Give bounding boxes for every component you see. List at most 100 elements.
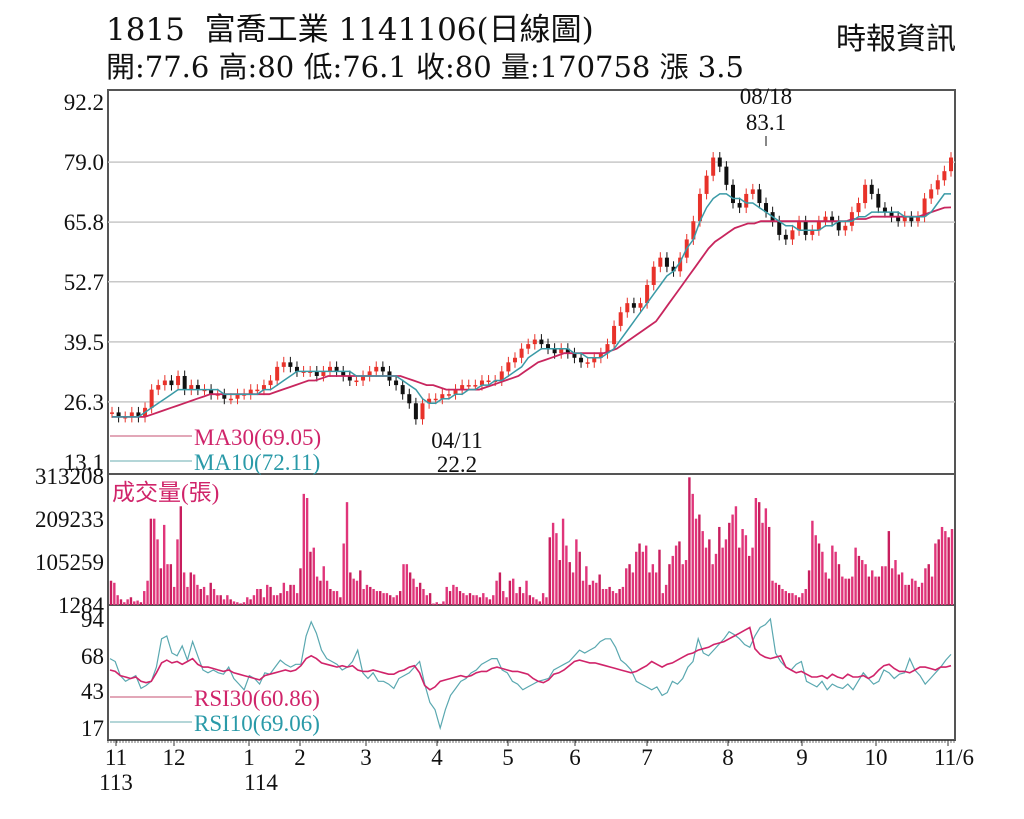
volume-bar	[944, 531, 947, 605]
volume-bar	[664, 584, 668, 605]
volume-bar	[595, 582, 598, 605]
volume-bar	[744, 535, 748, 605]
volume-bar	[648, 572, 651, 605]
candle-body	[440, 394, 445, 399]
volume-bar	[309, 551, 312, 605]
volume-bar	[615, 593, 618, 605]
volume-bar	[751, 547, 754, 605]
volume-bar	[781, 588, 784, 605]
candle-body	[328, 366, 333, 372]
volume-bar	[209, 582, 212, 605]
ma30-legend: MA30(69.05)	[194, 425, 321, 450]
volume-bar	[302, 493, 305, 605]
volume-bar	[359, 570, 362, 605]
candle-body	[275, 366, 280, 381]
volume-bar	[282, 582, 286, 605]
candle-body	[301, 371, 306, 373]
rsi10-line	[109, 617, 952, 731]
candle-body	[394, 380, 399, 386]
volume-bar	[578, 551, 581, 605]
volume-bar	[465, 595, 468, 605]
volume-bar	[143, 591, 146, 605]
candle-body	[460, 385, 465, 390]
y-tick-label: 13.1	[64, 450, 104, 475]
candle-body	[645, 284, 650, 304]
volume-bar	[382, 593, 385, 605]
volume-bar	[658, 549, 661, 605]
volume-bar	[618, 588, 621, 605]
volume-bar	[169, 564, 173, 605]
volume-bar	[239, 603, 242, 605]
candle-body	[631, 303, 636, 308]
volume-bar	[631, 572, 635, 605]
volume-bar	[352, 578, 355, 605]
candle-body	[314, 371, 319, 376]
candle-body	[228, 398, 233, 401]
candle-body	[757, 189, 762, 204]
volume-bar	[435, 602, 438, 605]
volume-bar	[678, 541, 681, 605]
candle-body	[195, 385, 200, 390]
candle-body	[697, 193, 702, 222]
x-month-label: 11/6	[934, 745, 974, 770]
volume-bar	[425, 595, 428, 605]
volume-bar	[681, 564, 684, 605]
candle-body	[532, 339, 537, 345]
volume-bar	[392, 597, 395, 605]
volume-bar	[415, 586, 419, 605]
candle-body	[935, 180, 940, 190]
candle-body	[783, 234, 788, 240]
volume-bar	[385, 593, 389, 605]
candle-body	[612, 325, 617, 345]
volume-bar	[146, 580, 149, 605]
x-month-label: 11	[105, 745, 127, 770]
volume-bar	[940, 526, 944, 605]
candle-body	[321, 371, 326, 376]
candle-body	[830, 216, 835, 222]
x-month-label: 7	[641, 745, 653, 770]
candle-body	[407, 394, 412, 404]
volume-bar	[854, 547, 857, 605]
candle-body	[433, 398, 438, 401]
volume-bar	[880, 566, 884, 605]
volume-bar	[199, 588, 202, 605]
candle-body	[922, 198, 927, 217]
volume-bar	[226, 595, 229, 605]
volume-bar	[628, 564, 631, 605]
volume-bar	[495, 580, 498, 605]
data-source-label: 時報資訊	[836, 22, 956, 57]
volume-bar	[851, 576, 854, 605]
candle-body	[678, 257, 683, 272]
volume-bar	[741, 529, 744, 605]
volume-bar	[375, 591, 379, 605]
volume-bar	[761, 522, 764, 605]
volume-bar	[402, 564, 405, 605]
volume-bar	[867, 576, 871, 605]
volume-bar	[172, 586, 176, 605]
x-month-label: 10	[865, 745, 888, 770]
candle-body	[446, 394, 451, 396]
candle-body	[915, 216, 920, 222]
volume-bar	[252, 595, 256, 605]
rsi30-line	[109, 626, 952, 691]
y-tick-label: 26.3	[64, 390, 104, 415]
volume-bar	[871, 570, 874, 605]
volume-bar	[395, 595, 399, 605]
candle-body	[929, 189, 934, 199]
volume-bar	[408, 572, 412, 605]
volume-bar	[276, 595, 279, 605]
volume-bar	[601, 588, 605, 605]
rsi-tick-label: 68	[81, 644, 104, 669]
candle-body	[717, 157, 722, 167]
volume-bar	[292, 584, 296, 605]
candle-body	[876, 193, 881, 208]
volume-bar	[661, 593, 665, 605]
volume-bar	[535, 599, 538, 605]
volume-bar	[844, 578, 847, 605]
volume-bar	[861, 560, 864, 605]
volume-bar	[452, 584, 455, 605]
candle-body	[579, 357, 584, 363]
volume-bar	[937, 539, 940, 605]
volume-bar	[767, 526, 771, 605]
y-tick-label: 79.0	[64, 150, 104, 175]
